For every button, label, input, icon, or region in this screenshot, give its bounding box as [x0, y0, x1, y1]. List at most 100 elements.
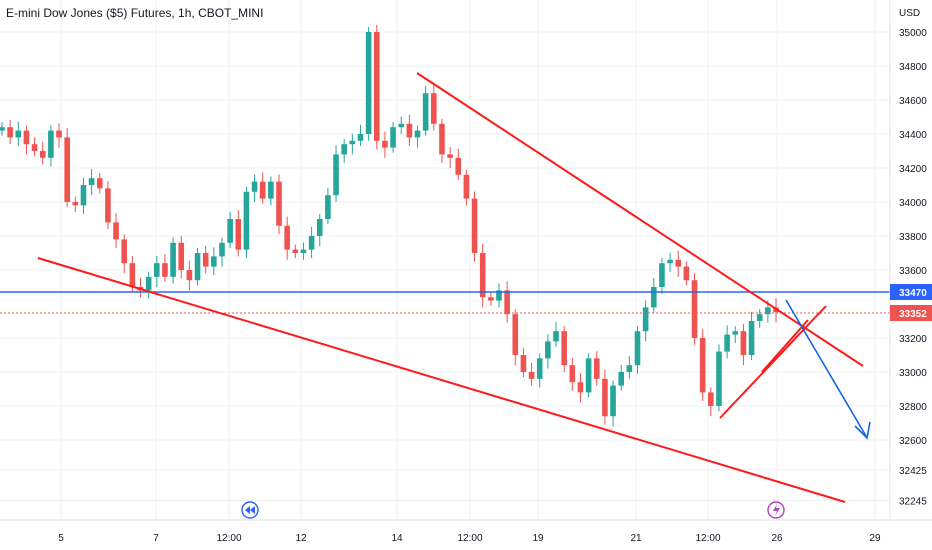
candle-up — [748, 321, 755, 355]
x-tick-label: 12:00 — [457, 533, 482, 544]
session-icon[interactable] — [241, 501, 259, 519]
x-tick-label: 12:00 — [695, 533, 720, 544]
candle-up — [243, 191, 250, 250]
candle-down — [520, 355, 527, 372]
candle-up — [365, 32, 372, 134]
last-price-label: 33352 — [899, 309, 927, 320]
candle-up — [227, 219, 233, 243]
candle-up — [390, 127, 396, 148]
candle-down — [488, 297, 494, 301]
candle-down — [406, 123, 413, 138]
candle-down — [602, 378, 608, 417]
candle-down — [7, 127, 13, 138]
price-axis[interactable]: USD 35000 34800 34600 34400 34200 34000 33800 3… — [889, 0, 932, 520]
candle-up — [667, 259, 673, 264]
x-tick-label: 29 — [869, 533, 881, 544]
candle-down — [202, 253, 209, 267]
candle-down — [561, 331, 567, 366]
candle-up — [88, 178, 95, 185]
candle-up — [626, 365, 633, 372]
candle-down — [439, 123, 445, 155]
candle-up — [659, 263, 665, 287]
drawings — [0, 72, 890, 503]
candle-up — [48, 130, 54, 158]
candle-up — [194, 253, 201, 281]
candle-up — [316, 219, 323, 236]
lower-trendline[interactable] — [37, 257, 846, 503]
candle-down — [39, 151, 46, 158]
candle-up — [333, 154, 339, 196]
candle-up — [268, 181, 274, 199]
last-price-badge: 33352 — [890, 305, 932, 321]
candle-up — [414, 130, 421, 138]
candle-up — [211, 256, 217, 267]
candle-up — [496, 290, 502, 301]
candle-down — [699, 338, 706, 393]
candle-down — [105, 188, 111, 223]
candle-up — [553, 331, 559, 342]
y-tick-label: 33000 — [899, 368, 927, 379]
candle-down — [382, 140, 388, 148]
candle-down — [178, 242, 185, 270]
candle-up — [300, 249, 307, 253]
candle-down — [23, 130, 30, 145]
x-tick-label: 21 — [630, 533, 642, 544]
y-tick-label: 33800 — [899, 232, 927, 243]
candle-down — [683, 266, 690, 281]
candle-down — [292, 249, 299, 253]
projection-arrow-head — [854, 421, 871, 440]
candle-up — [610, 385, 616, 417]
x-tick-label: 12 — [295, 533, 307, 544]
candle-down — [447, 154, 453, 158]
y-tick-label: 34600 — [899, 96, 927, 107]
candle-down — [64, 137, 70, 202]
candle-up — [765, 307, 771, 315]
candle-down — [512, 314, 519, 355]
candle-down — [577, 382, 584, 393]
candle-up — [170, 242, 176, 277]
candle-up — [536, 358, 543, 379]
candle-down — [593, 358, 600, 379]
candle-up — [618, 372, 624, 386]
x-tick-label: 14 — [391, 533, 403, 544]
candle-down — [504, 290, 510, 315]
candle-down — [431, 93, 437, 124]
candle-down — [259, 181, 266, 199]
projection-arrow-line[interactable] — [785, 299, 867, 437]
x-tick-label: 7 — [153, 533, 159, 544]
candle-up — [585, 358, 592, 393]
triangle-lower-side[interactable] — [719, 305, 827, 419]
candle-up — [724, 334, 730, 352]
candle-down — [113, 222, 119, 240]
candle-down — [96, 178, 103, 189]
x-tick-label: 26 — [771, 533, 783, 544]
candle-down — [708, 392, 714, 406]
y-tick-label: 34200 — [899, 164, 927, 175]
dividend-icon[interactable] — [767, 501, 785, 519]
candle-up — [422, 93, 429, 131]
candle-up — [357, 134, 364, 141]
candle-up — [545, 341, 551, 359]
candle-up — [634, 331, 641, 366]
upper-trendline[interactable] — [416, 72, 864, 367]
candle-down — [675, 259, 682, 267]
candle-up — [154, 263, 160, 277]
candle-up — [716, 351, 722, 406]
candle-up — [325, 195, 331, 219]
y-tick-label: 32800 — [899, 402, 927, 413]
y-tick-label: 34800 — [899, 62, 927, 73]
y-tick-label: 34000 — [899, 198, 927, 209]
time-axis[interactable]: 5 7 12:00 12 14 12:00 19 21 12:00 26 29 — [0, 519, 932, 544]
candle-down — [569, 365, 576, 383]
triangle-upper-side[interactable] — [761, 319, 809, 373]
y-tick-label: 35000 — [899, 28, 927, 39]
horizontal-level-badge: 33470 — [890, 284, 932, 300]
candle-down — [276, 181, 282, 226]
x-tick-label: 19 — [532, 533, 544, 544]
candle-down — [72, 202, 79, 206]
candle-up — [642, 307, 649, 332]
y-tick-label: 33600 — [899, 266, 927, 277]
candle-up — [732, 331, 739, 335]
candle-down — [121, 239, 128, 264]
